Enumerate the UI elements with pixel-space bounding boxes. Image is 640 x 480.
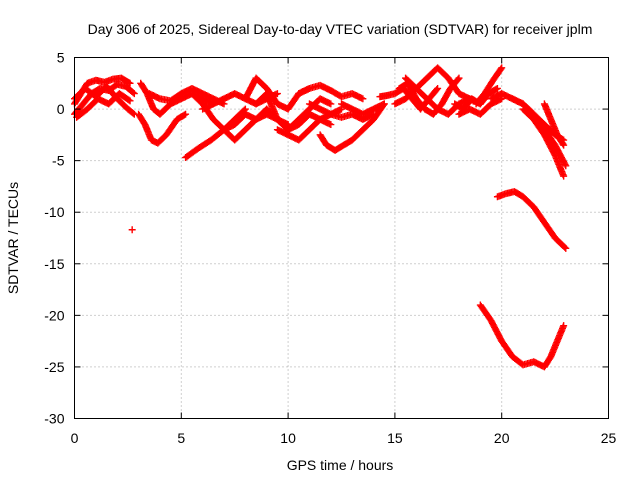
data-point: [434, 84, 442, 92]
data-markers: [71, 64, 570, 371]
y-tick-label: 0: [57, 101, 65, 117]
data-point: [498, 64, 506, 72]
data-point: [129, 109, 137, 117]
x-tick-label: 25: [601, 430, 617, 446]
data-point: [497, 65, 505, 73]
data-point: [454, 75, 462, 83]
data-point: [126, 79, 134, 87]
x-axis-label: GPS time / hours: [287, 457, 394, 473]
y-tick-label: -10: [44, 204, 64, 220]
data-point: [455, 74, 463, 82]
data-point: [359, 95, 367, 103]
data-point: [562, 244, 570, 252]
axis-ticks: [74, 57, 609, 419]
data-point: [130, 90, 138, 98]
x-tick-label: 0: [71, 430, 79, 446]
data-point: [433, 86, 441, 94]
data-point: [327, 100, 335, 108]
data-point: [128, 226, 136, 234]
x-tick-label: 5: [177, 430, 185, 446]
data-point: [560, 141, 568, 149]
x-tick-label: 10: [280, 430, 296, 446]
y-axis-label: SDTVAR / TECUs: [5, 182, 21, 294]
data-point: [180, 111, 188, 119]
data-point: [327, 121, 335, 129]
data-point: [129, 89, 137, 97]
axis-tick-labels: 0 5 10 15 20 25 5 0 -5 -10 -15 -20 -25 -30: [44, 50, 616, 447]
data-point: [493, 84, 501, 92]
y-tick-label: -20: [44, 307, 64, 323]
data-point: [380, 100, 388, 108]
data-point: [561, 243, 569, 251]
x-tick-label: 15: [387, 430, 403, 446]
plot-frame: [74, 57, 609, 419]
data-point: [125, 79, 133, 87]
data-point: [561, 160, 569, 168]
data-point: [562, 162, 570, 170]
data-point: [273, 90, 281, 98]
data-point: [126, 97, 134, 105]
data-point: [560, 172, 568, 180]
data-point: [559, 140, 567, 148]
data-point: [182, 110, 190, 118]
y-tick-label: -25: [44, 359, 64, 375]
chart-title: Day 306 of 2025, Sidereal Day-to-day VTE…: [88, 21, 593, 37]
y-tick-label: 5: [57, 50, 65, 66]
x-tick-label: 20: [494, 430, 510, 446]
y-tick-label: -5: [52, 153, 65, 169]
data-point: [125, 96, 133, 104]
y-tick-label: -15: [44, 256, 64, 272]
data-point: [492, 85, 500, 93]
y-tick-label: -30: [44, 411, 64, 427]
data-point: [560, 322, 568, 330]
